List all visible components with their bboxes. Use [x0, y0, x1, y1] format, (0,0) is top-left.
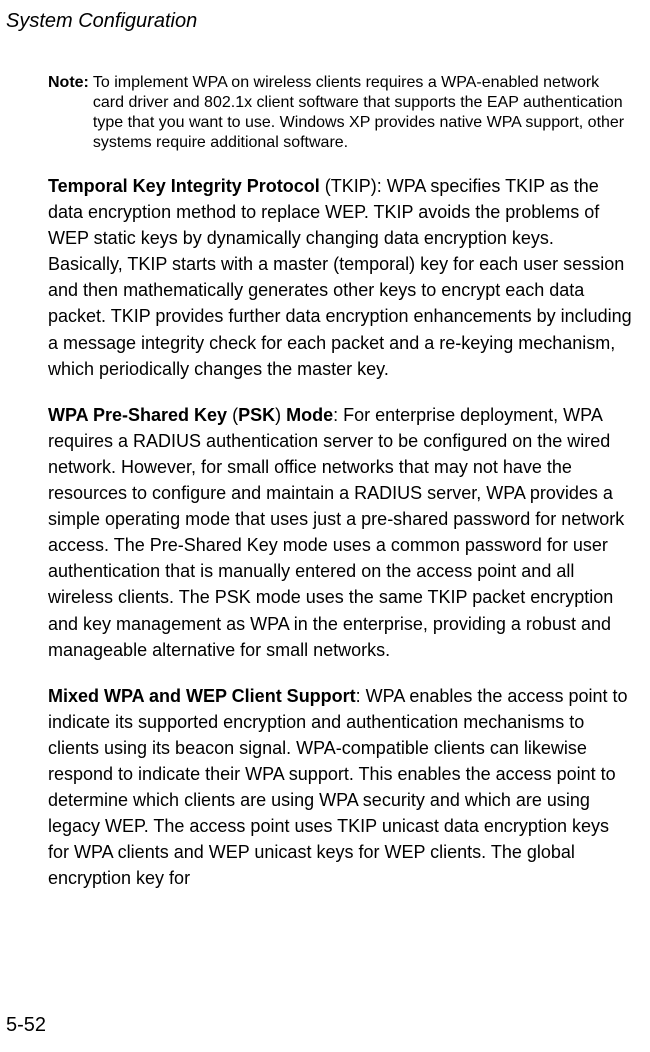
page-number: 5-52 [6, 1014, 46, 1037]
psk-plain-1: ( [227, 405, 238, 425]
psk-heading-3: Mode [286, 405, 333, 425]
content-area: Note: To implement WPA on wireless clien… [0, 33, 650, 891]
paragraph-tkip: Temporal Key Integrity Protocol (TKIP): … [48, 173, 632, 382]
mixed-body: : WPA enables the access point to indica… [48, 686, 628, 889]
paragraph-mixed: Mixed WPA and WEP Client Support: WPA en… [48, 683, 632, 892]
page-number-text: 5-52 [6, 1014, 46, 1036]
psk-heading-1: WPA Pre-Shared Key [48, 405, 227, 425]
note-block: Note: To implement WPA on wireless clien… [48, 73, 632, 153]
note-text: To implement WPA on wireless clients req… [93, 73, 632, 153]
tkip-heading: Temporal Key Integrity Protocol [48, 176, 320, 196]
header-title: System Configuration [6, 10, 197, 32]
page: System Configuration Note: To implement … [0, 0, 650, 1052]
tkip-body: (TKIP): WPA specifies TKIP as the data e… [48, 176, 632, 379]
paragraph-psk: WPA Pre-Shared Key (PSK) Mode: For enter… [48, 402, 632, 663]
psk-plain-2: ) [275, 405, 286, 425]
note-label: Note: [48, 73, 93, 153]
psk-body: : For enterprise deployment, WPA require… [48, 405, 624, 660]
mixed-heading: Mixed WPA and WEP Client Support [48, 686, 356, 706]
psk-heading-2: PSK [238, 405, 275, 425]
running-header: System Configuration [0, 0, 650, 33]
